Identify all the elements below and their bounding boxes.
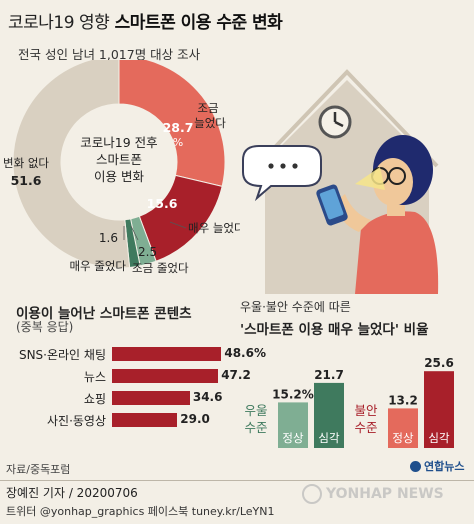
vbar-category-0-0: 정상: [282, 431, 304, 445]
content-bar-chart: SNS·온라인 채팅 48.6% 뉴스 47.2 쇼핑 34.6 사진·동영상 29.0: [0, 346, 266, 446]
phone-user-illustration: [242, 69, 439, 294]
hbar-bar-2: [112, 391, 190, 405]
vbar-bar-1-0: [388, 408, 418, 448]
social-links: 트위터 @yonhap_graphics 페이스북 tuney.kr/LeYN1: [6, 505, 275, 518]
vbar-bar-0-1: [314, 382, 344, 448]
slice-label-slight-up-val: 28.7: [163, 120, 194, 135]
donut-hole: [61, 104, 177, 220]
donut-center-line-1: 코로나19 전후: [80, 135, 157, 150]
vbar-value-0-1: 21.7: [314, 368, 344, 382]
hbar-bar-0: [112, 347, 222, 361]
slice-label-no-change-name: 변화 없다: [3, 156, 49, 170]
page-title: 코로나19 영향 스마트폰 이용 수준 변화: [8, 8, 283, 33]
yonhap-logo-text: 연합뉴스: [424, 460, 465, 473]
vbar-category-0-1: 심각: [318, 431, 340, 445]
hbar-value-0: 48.6%: [224, 346, 266, 360]
donut-chart: 코로나19 전후 스마트폰 이용 변화 28.7 % 15.6 51.6 변화 …: [3, 60, 240, 275]
vbar-category-1-0: 정상: [392, 431, 414, 445]
vbar-group-label-0-line2: 수준: [244, 420, 267, 435]
leader-much-up: [169, 221, 187, 229]
slice-label-much-up-val: 15.6: [147, 196, 178, 211]
ratio-section-title-1: 우울·불안 수준에 따른: [240, 300, 351, 314]
hbar-value-1: 47.2: [221, 368, 251, 382]
footer-divider: [0, 480, 474, 481]
title-light: 코로나19 영향: [8, 13, 110, 33]
slice-label-no-change-val: 51.6: [11, 173, 42, 188]
label-slight-down-name: 조금 줄었다: [132, 261, 189, 275]
watermark-text: YONHAP NEWS: [326, 486, 444, 502]
slice-label-slight-up-pct: %: [173, 136, 183, 149]
label-slight-up-name-1: 조금: [197, 101, 218, 115]
hbar-label-2: 쇼핑: [83, 392, 106, 406]
page-subtitle: 전국 성인 남녀 1,017명 대상 조사: [18, 47, 201, 62]
donut-center-text: 코로나19 전후 스마트폰 이용 변화: [80, 135, 157, 184]
vbar-category-1-1: 심각: [428, 431, 450, 445]
label-slight-down-val: 2.5: [138, 245, 157, 259]
title-strong: 스마트폰 이용 수준 변화: [114, 13, 283, 33]
label-much-down-val: 1.6: [99, 231, 118, 245]
hbar-label-3: 사진·동영상: [46, 414, 106, 428]
ratio-section-title-2: '스마트폰 이용 매우 늘었다' 비율: [240, 322, 429, 338]
source-text: 자료/중독포럼: [6, 463, 71, 476]
vbar-bar-0-0: [278, 402, 308, 448]
yonhap-logo-icon: [410, 460, 421, 472]
yonhap-small-logo: 연합뉴스: [410, 458, 464, 474]
hbar-bar-3: [112, 413, 178, 427]
leader-slight-down: [130, 225, 139, 241]
speech-bubble-icon: [242, 145, 322, 202]
vbar-bar-1-1: [424, 371, 454, 448]
hbar-bar-1: [112, 369, 219, 383]
label-much-down-name: 매우 줄었다: [69, 259, 126, 273]
clock-icon: [318, 105, 352, 139]
content-section-subtitle: (중복 응답): [16, 320, 74, 334]
hbar-value-3: 29.0: [180, 412, 210, 426]
watermark-icon: [302, 484, 322, 504]
vbar-group-label-1-line1: 불안: [354, 403, 378, 418]
hbar-value-2: 34.6: [192, 390, 223, 404]
donut-center-line-3: 이용 변화: [94, 169, 144, 184]
label-much-up-name: 매우 늘었다: [188, 221, 240, 235]
label-slight-up-name-2: 늘었다: [194, 116, 226, 130]
vbar-value-0-0: 15.2%: [272, 387, 314, 401]
vbar-group-label-1-line2: 수준: [354, 420, 377, 435]
byline: 장예진 기자 / 20200706: [6, 486, 138, 500]
hbar-label-1: 뉴스: [83, 370, 106, 384]
content-section-title: 이용이 늘어난 스마트폰 콘텐츠: [16, 306, 192, 322]
donut-center-line-2: 스마트폰: [96, 152, 142, 167]
vbar-group-label-0-line1: 우울: [244, 403, 267, 418]
vbar-value-1-1: 25.6: [424, 356, 454, 370]
hbar-label-0: SNS·온라인 채팅: [18, 348, 106, 362]
vbar-value-1-0: 13.2: [388, 393, 418, 407]
watermark: YONHAP NEWS: [302, 484, 444, 504]
